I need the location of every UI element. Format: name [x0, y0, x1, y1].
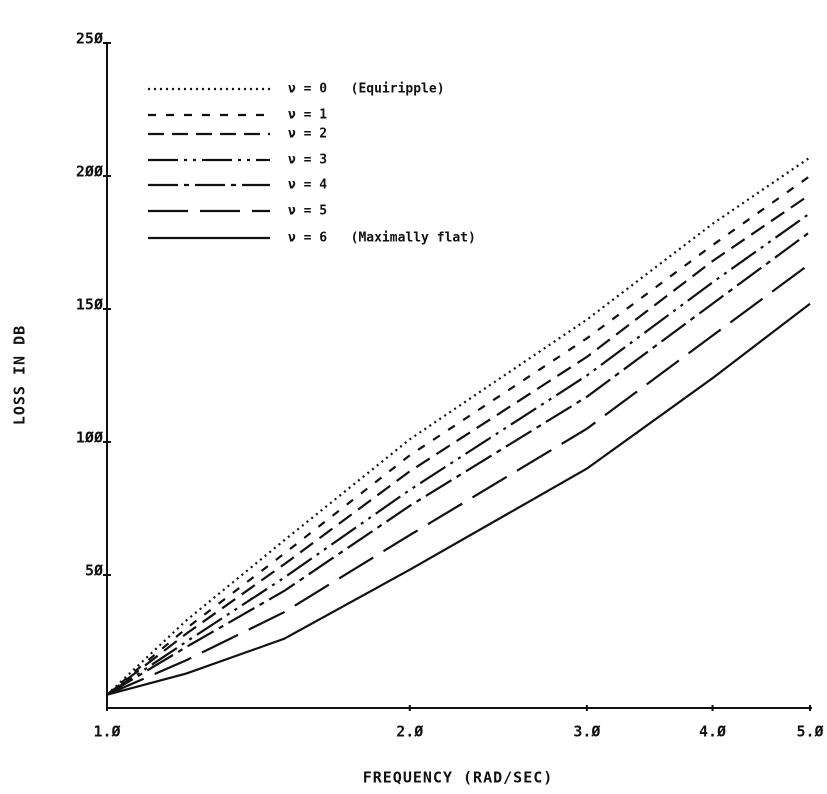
x-tick-label: 1.Ø	[93, 723, 120, 741]
x-tick-label: 5.Ø	[796, 723, 823, 741]
series-line	[107, 213, 810, 695]
legend-label: ν = 4	[288, 178, 327, 193]
y-axis-title: LOSS IN DB	[11, 325, 29, 425]
y-tick-label: 1ØØ	[76, 429, 103, 447]
x-axis-title: FREQUENCY (RAD/SEC)	[363, 769, 554, 787]
series-line	[107, 176, 810, 695]
y-tick-label: 5Ø	[85, 562, 103, 580]
legend-label: ν = 5	[288, 204, 327, 219]
y-tick-label: 2ØØ	[76, 163, 103, 181]
legend-label: ν = 1	[288, 108, 327, 123]
chart: FREQUENCY (RAD/SEC) LOSS IN DB 5Ø 1ØØ 15Ø 2…	[0, 0, 827, 794]
y-tick-label: 25Ø	[76, 30, 103, 48]
legend-label: ν = 3	[288, 153, 327, 168]
x-tick-label: 2.Ø	[396, 723, 423, 741]
series-line	[107, 195, 810, 695]
y-tick-label: 15Ø	[76, 296, 103, 314]
legend-label: ν = 0 (Equiripple)	[288, 82, 445, 97]
series-line	[107, 264, 810, 695]
series-line	[107, 304, 810, 695]
page: {"chart_data": {"type": "line", "x_label…	[0, 0, 827, 794]
legend-label: ν = 2	[288, 127, 327, 142]
x-tick-label: 4.Ø	[699, 723, 726, 741]
legend-label: ν = 6 (Maximally flat)	[288, 231, 476, 246]
x-tick-label: 3.Ø	[573, 723, 600, 741]
